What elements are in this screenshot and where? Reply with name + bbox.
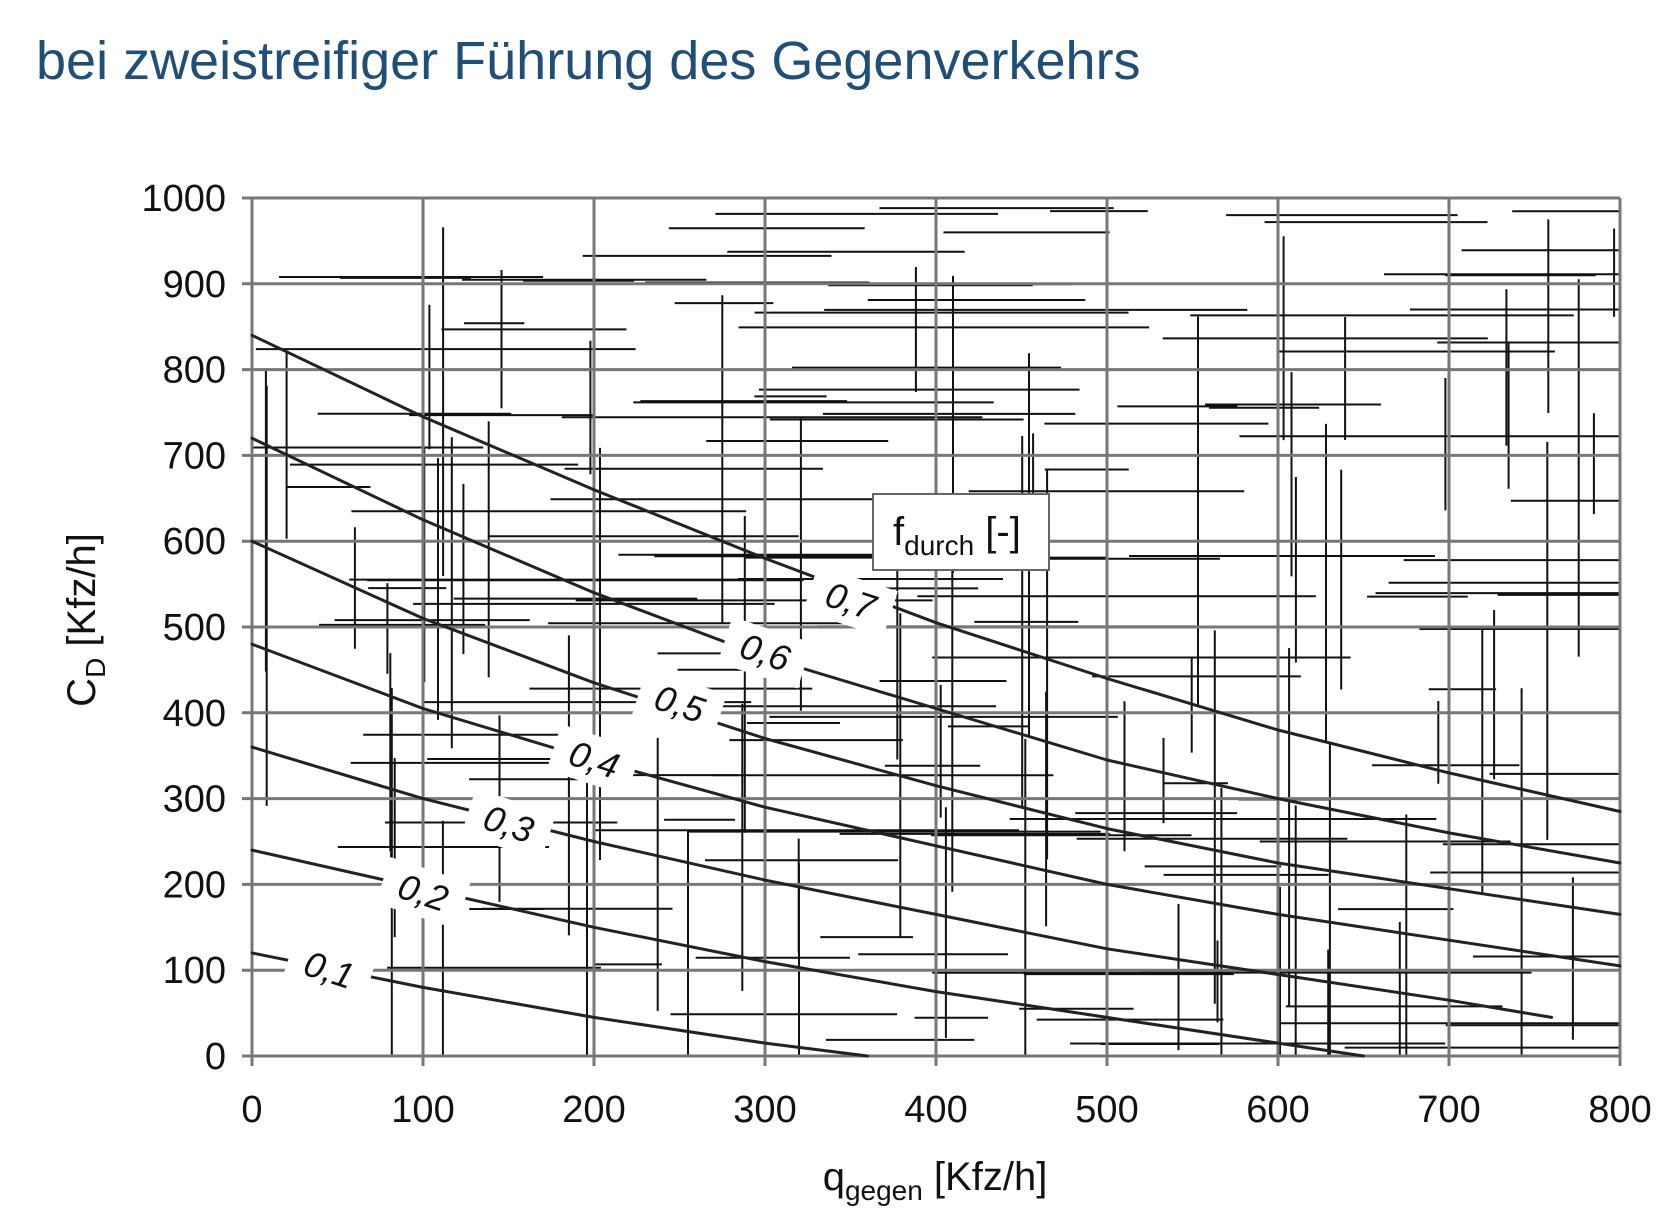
x-tick-label: 500	[1075, 1089, 1138, 1131]
series-label-bg	[375, 857, 471, 929]
y-tick-label: 400	[163, 693, 226, 735]
chart-grid	[242, 196, 1622, 1066]
y-axis-label: CD [Kfz/h]	[60, 533, 111, 707]
y-tick-label: 500	[163, 607, 226, 649]
x-tick-label: 300	[733, 1089, 796, 1131]
x-tick-label: 700	[1417, 1089, 1480, 1131]
y-tick-label: 200	[163, 864, 226, 906]
x-tick-label: 400	[904, 1089, 967, 1131]
y-axis-label-sub: D	[80, 658, 111, 678]
x-tick-label: 800	[1588, 1089, 1651, 1131]
series-line-4	[250, 539, 1622, 916]
legend-main: f	[893, 510, 905, 554]
legend-text: fdurch [-]	[893, 510, 1021, 561]
x-axis-label-main: q	[823, 1155, 845, 1199]
x-axis-label: qgegen [Kfz/h]	[823, 1155, 1048, 1206]
series-label-bg	[461, 788, 556, 861]
x-axis-label-sub: gegen	[845, 1175, 923, 1206]
legend-box	[872, 493, 1050, 571]
series-line-6	[250, 333, 1622, 813]
y-tick-label: 800	[163, 350, 226, 392]
page-title: bei zweistreifiger Führung des Gegenverk…	[36, 31, 1141, 91]
x-axis-label-unit: [Kfz/h]	[923, 1155, 1048, 1199]
series-label-bg	[632, 668, 727, 741]
y-tick-label: 700	[163, 435, 226, 477]
y-tick-label: 100	[163, 950, 226, 992]
y-tick-label: 300	[163, 779, 226, 821]
series-line-3	[250, 642, 1622, 968]
chart-legend: fdurch [-]	[872, 493, 1050, 571]
series-line-5	[250, 436, 1622, 865]
series-label-bg	[803, 565, 898, 638]
x-tick-label: 600	[1246, 1089, 1309, 1131]
y-tick-label: 600	[163, 521, 226, 563]
legend-unit: [-]	[974, 510, 1021, 554]
y-axis-label-main: C	[60, 678, 104, 707]
legend-sub: durch	[904, 530, 974, 561]
series-label-bg	[281, 934, 377, 1007]
x-tick-label: 0	[241, 1089, 262, 1131]
chart-tick-labels: 0 100 200 300 400 500 600 700 800 0 100 200 300 400 50…	[141, 178, 1651, 1131]
y-tick-label: 900	[163, 264, 226, 306]
series-label-bg	[546, 724, 642, 796]
x-tick-label: 100	[391, 1089, 454, 1131]
x-tick-label: 200	[562, 1089, 625, 1131]
y-tick-label: 0	[205, 1036, 226, 1078]
series-label-bg	[717, 616, 813, 689]
y-tick-label: 1000	[141, 178, 226, 220]
y-axis-label-unit: [Kfz/h]	[60, 533, 104, 658]
chart-curve-labels: 0,10,20,30,40,50,60,7	[281, 565, 898, 1007]
